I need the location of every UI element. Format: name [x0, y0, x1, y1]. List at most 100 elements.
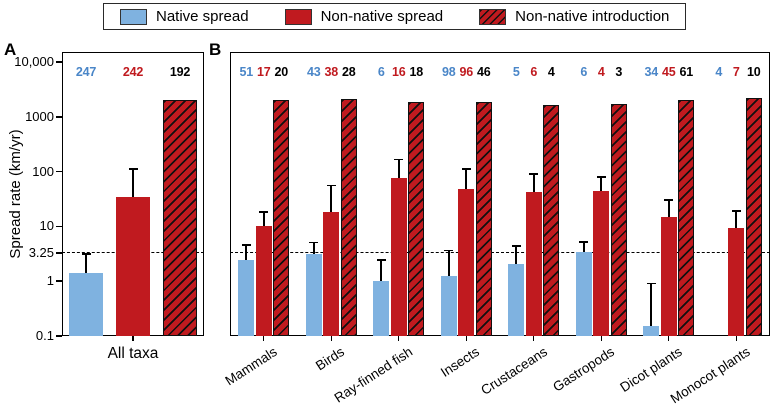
count-native: 247 — [75, 65, 97, 79]
bar-native-spread — [238, 260, 255, 336]
error-bar-cap — [309, 241, 319, 244]
error-bar-cap — [461, 168, 471, 170]
category-label: Insects — [438, 344, 483, 380]
x-tick — [132, 336, 134, 341]
error-bar-cap — [596, 175, 606, 178]
error-bar-line — [85, 254, 87, 274]
error-bar-cap — [511, 244, 521, 247]
error-bar-line — [245, 245, 248, 261]
error-bar-cap — [81, 253, 91, 255]
error-bar-cap — [664, 199, 674, 201]
count-nonnative-spread: 7 — [732, 65, 740, 79]
panel-a-letter: A — [4, 40, 17, 59]
bar-nonnative-introduction — [408, 101, 425, 336]
y-tick-label: 1 — [46, 273, 54, 289]
error-bar-cap — [128, 168, 138, 170]
bar-native-spread — [508, 263, 525, 336]
error-bar-cap — [326, 184, 336, 187]
bar-nonnative-spread — [255, 226, 272, 336]
legend-swatch-nonnative-icon — [284, 8, 312, 25]
error-bar-cap — [259, 211, 269, 213]
legend-label: Non-native introduction — [515, 8, 670, 25]
bar-nonnative-spread — [525, 191, 542, 336]
reference-line — [230, 252, 770, 254]
count-nonnative-spread: 96 — [459, 65, 473, 79]
count-native: 5 — [512, 65, 520, 79]
error-bar-cap — [444, 249, 454, 252]
count-native: 43 — [306, 65, 321, 79]
error-bar-line — [132, 169, 134, 197]
error-bar-cap — [529, 173, 539, 175]
error-bar-line — [532, 174, 535, 192]
bar-nonnative-spread — [323, 212, 340, 336]
y-tick-label: 3.25 — [28, 245, 54, 261]
error-bar-line — [330, 185, 333, 213]
error-bar-line — [397, 159, 400, 178]
y-tick — [56, 170, 62, 173]
count-nonnative-introduction: 20 — [274, 65, 288, 79]
y-tick — [56, 116, 62, 118]
legend-item-non-native-spread: Non-native spread — [284, 8, 443, 25]
count-nonnative-spread: 17 — [256, 65, 271, 79]
count-native: 34 — [644, 65, 658, 79]
count-native: 6 — [580, 65, 588, 79]
error-bar-line — [465, 169, 468, 190]
y-tick-label: 100 — [32, 163, 54, 179]
legend: Native spread Non-native spread Non-native… — [103, 3, 687, 30]
bar-nonnative-introduction — [340, 99, 357, 336]
bar-native-spread — [69, 273, 103, 336]
count-nonnative-spread: 4 — [597, 65, 605, 79]
error-bar-line — [650, 283, 653, 327]
y-tick-label: 0.1 — [35, 328, 54, 343]
bar-nonnative-spread — [458, 189, 475, 336]
y-tick — [56, 252, 62, 254]
bar-nonnative-introduction — [678, 100, 695, 336]
error-bar-cap — [394, 158, 404, 161]
error-bar-cap — [241, 244, 251, 246]
x-tick — [735, 336, 737, 341]
count-native: 51 — [239, 65, 253, 79]
count-nonnative-spread: 38 — [324, 65, 338, 79]
category-label: Birds — [313, 344, 348, 374]
x-axis-label-all-taxa: All taxa — [107, 345, 159, 362]
y-tick-label: 1000 — [25, 108, 54, 124]
category-label: Crustaceans — [478, 344, 550, 398]
bar-nonnative-spread — [116, 196, 150, 336]
bar-native-spread — [575, 252, 592, 336]
error-bar-cap — [579, 240, 589, 243]
y-tick-label: 10 — [39, 218, 54, 234]
bar-native-spread — [643, 326, 660, 336]
x-tick — [533, 336, 535, 341]
category-label: Gastropods — [550, 344, 618, 395]
legend-item-non-native-introduction: Non-native introduction — [479, 8, 669, 25]
category-label: Dicot plants — [617, 344, 685, 396]
error-bar-line — [667, 200, 670, 217]
count-nonnative-introduction: 10 — [746, 65, 761, 79]
y-axis-label: Spread rate (km/yr) — [7, 129, 24, 259]
count-native: 98 — [441, 65, 456, 79]
bar-native-spread — [305, 253, 322, 336]
legend-swatch-nonnative-hatched-icon — [479, 8, 507, 25]
y-tick — [56, 280, 62, 282]
bar-nonnative-spread — [660, 216, 677, 336]
count-nonnative-introduction: 192 — [169, 65, 191, 79]
bar-nonnative-introduction — [273, 100, 290, 336]
count-native: 4 — [715, 65, 723, 79]
count-nonnative-spread: 16 — [391, 65, 406, 79]
panel-b-letter: B — [209, 40, 222, 59]
error-bar-line — [312, 242, 315, 254]
x-tick — [330, 336, 332, 341]
count-nonnative-introduction: 18 — [409, 65, 423, 79]
error-bar-cap — [376, 259, 386, 261]
error-bar-cap — [646, 282, 656, 285]
legend-label: Native spread — [156, 8, 249, 25]
bar-nonnative-introduction — [610, 104, 627, 336]
bar-nonnative-introduction — [163, 100, 197, 336]
count-nonnative-introduction: 46 — [476, 65, 491, 79]
y-tick — [56, 61, 62, 63]
count-nonnative-spread: 6 — [530, 65, 538, 79]
error-bar-line — [447, 250, 450, 276]
x-tick — [465, 336, 467, 341]
bar-native-spread — [440, 275, 457, 336]
count-nonnative-introduction: 4 — [547, 65, 555, 79]
